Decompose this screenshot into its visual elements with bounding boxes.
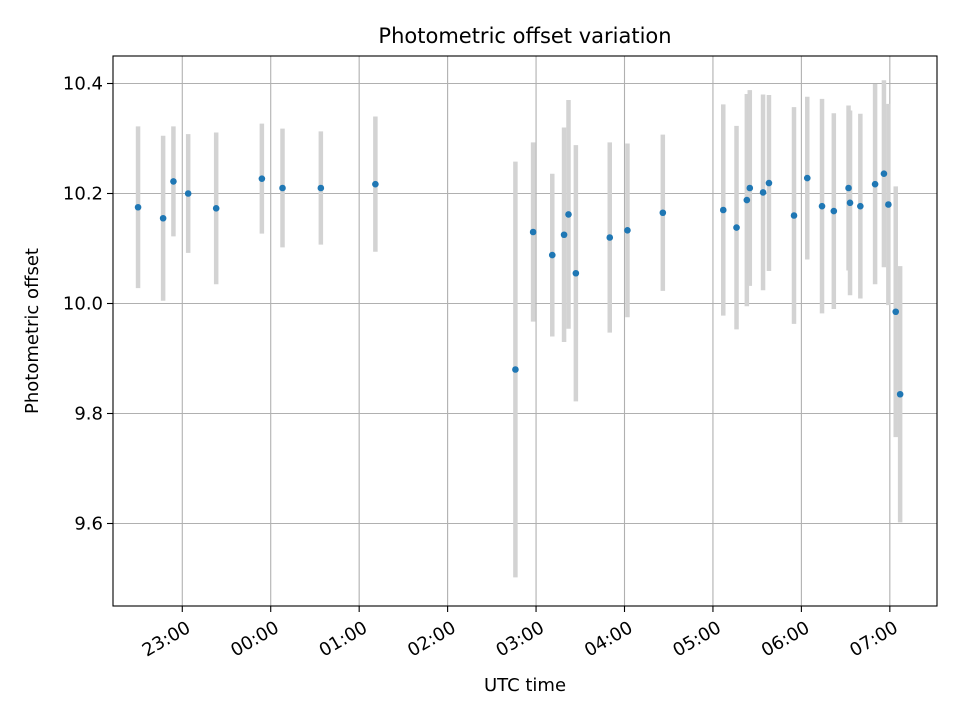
data-point — [880, 170, 888, 177]
data-point — [803, 174, 811, 182]
data-point — [818, 202, 826, 210]
plot-frame — [112, 55, 938, 607]
data-point — [572, 269, 580, 277]
data-point — [372, 180, 379, 188]
plot-area — [113, 56, 937, 606]
data-point — [212, 205, 220, 212]
data-point — [857, 202, 864, 210]
data-point — [733, 224, 740, 231]
data-point — [746, 184, 754, 192]
data-point — [258, 175, 266, 182]
data-point — [560, 231, 568, 239]
data-point — [892, 308, 900, 316]
data-point — [159, 214, 167, 222]
y-tick-label: 10.4 — [63, 74, 103, 95]
data-point — [134, 203, 142, 211]
y-tick-label: 10.0 — [63, 294, 103, 315]
data-point — [659, 209, 667, 217]
data-point — [529, 228, 537, 236]
data-point — [548, 251, 556, 259]
grid — [113, 56, 937, 606]
data-point — [606, 234, 614, 241]
chart-title: Photometric offset variation — [378, 24, 671, 48]
y-tick-label: 10.2 — [63, 184, 103, 205]
x-axis-label: UTC time — [484, 675, 566, 696]
data-point — [624, 227, 631, 234]
data-point — [871, 180, 879, 188]
data-point — [743, 196, 751, 204]
data-point — [765, 179, 773, 187]
data-point — [830, 207, 838, 215]
data-point — [896, 390, 904, 398]
data-point — [885, 201, 892, 208]
data-point — [759, 189, 767, 196]
data-point — [790, 212, 798, 219]
data-points — [134, 170, 904, 398]
y-tick-label: 9.8 — [74, 404, 103, 425]
data-point — [279, 184, 286, 192]
data-point — [719, 206, 727, 214]
data-point — [565, 211, 572, 218]
y-tick-label: 9.6 — [74, 514, 103, 535]
data-point — [512, 366, 519, 373]
data-point — [317, 184, 325, 192]
data-point — [846, 199, 854, 207]
data-point — [170, 178, 177, 185]
data-point — [184, 190, 192, 197]
y-axis-ticks: 9.6 9.8 10.0 10.2 10.4 — [63, 74, 113, 535]
y-axis-label: Photometric offset — [22, 248, 43, 414]
data-point — [845, 184, 852, 192]
